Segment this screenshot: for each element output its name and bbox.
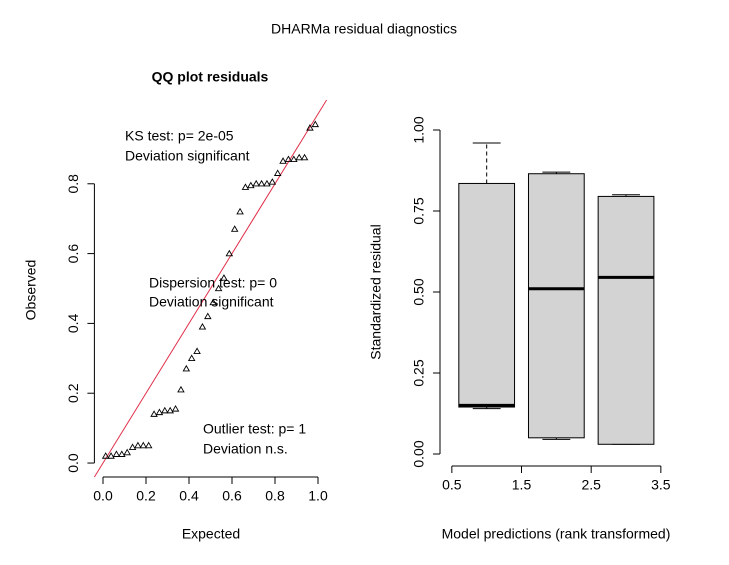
main-title: DHARMa residual diagnostics	[271, 21, 457, 37]
point	[123, 448, 131, 456]
point	[252, 179, 260, 187]
point	[112, 450, 121, 457]
point	[209, 298, 217, 306]
y-tick-label: 0.6	[65, 244, 81, 264]
y-tick-label: 0.2	[65, 383, 81, 403]
point	[295, 153, 303, 161]
y-tick-label: 0.50	[411, 278, 427, 305]
point	[101, 452, 110, 459]
point	[311, 120, 320, 128]
point	[279, 157, 287, 164]
point	[118, 450, 126, 457]
annotation: Dispersion test: p= 0	[149, 275, 277, 291]
y-tick-label: 0.00	[411, 440, 427, 467]
x-tick-label: 1.0	[308, 488, 328, 504]
point	[306, 124, 314, 131]
point	[155, 408, 164, 416]
x-tick-label: 0.2	[136, 488, 156, 504]
point	[144, 441, 153, 449]
x-axis-label: Expected	[182, 526, 240, 542]
x-axis-label: Model predictions (rank transformed)	[442, 526, 671, 542]
point	[107, 452, 115, 459]
point	[257, 179, 266, 187]
panel-title: QQ plot residuals	[152, 69, 269, 85]
point	[139, 441, 148, 449]
y-tick-label: 1.00	[411, 116, 427, 143]
point	[177, 385, 185, 393]
y-tick-label: 0.8	[65, 174, 81, 194]
annotation: Deviation n.s.	[203, 441, 288, 457]
x-tick-label: 0.4	[179, 488, 199, 504]
x-tick-label: 3.5	[651, 477, 671, 493]
point	[128, 443, 137, 450]
point	[225, 249, 234, 257]
point	[273, 169, 282, 176]
y-tick-label: 0.4	[65, 313, 81, 333]
point	[241, 183, 250, 190]
box	[527, 173, 585, 439]
box	[597, 195, 655, 445]
point	[198, 322, 207, 330]
y-tick-label: 0.25	[411, 359, 427, 386]
annotation: Deviation significant	[125, 148, 250, 164]
point	[284, 155, 293, 162]
y-axis-label: Standardized residual	[368, 224, 384, 359]
point	[193, 347, 201, 354]
reference-line	[93, 99, 328, 478]
point	[187, 354, 196, 361]
y-tick-label: 0.0	[65, 453, 81, 473]
x-tick-label: 2.5	[581, 477, 601, 493]
point	[300, 153, 309, 161]
y-tick-label: 0.75	[411, 197, 427, 224]
x-tick-label: 0.6	[222, 488, 242, 504]
point	[161, 406, 169, 414]
point	[263, 179, 271, 187]
point	[204, 312, 212, 320]
y-axis-label: Observed	[23, 260, 39, 321]
x-tick-label: 1.5	[512, 477, 532, 493]
x-tick-label: 0.8	[265, 488, 285, 504]
box	[458, 182, 516, 408]
annotation: Deviation significant	[149, 294, 274, 310]
point	[182, 364, 191, 372]
annotation: KS test: p= 2e-05	[125, 128, 234, 144]
point	[171, 405, 180, 412]
point	[150, 410, 158, 417]
point	[268, 178, 277, 185]
x-tick-label: 0.5	[442, 477, 462, 493]
point	[220, 274, 228, 281]
annotation: Outlier test: p= 1	[203, 421, 306, 437]
point	[290, 155, 298, 162]
point	[134, 441, 142, 449]
point	[166, 406, 174, 414]
point	[230, 225, 239, 232]
point	[247, 181, 255, 189]
point	[236, 207, 244, 215]
x-tick-label: 0.0	[93, 488, 113, 504]
point	[214, 284, 223, 292]
